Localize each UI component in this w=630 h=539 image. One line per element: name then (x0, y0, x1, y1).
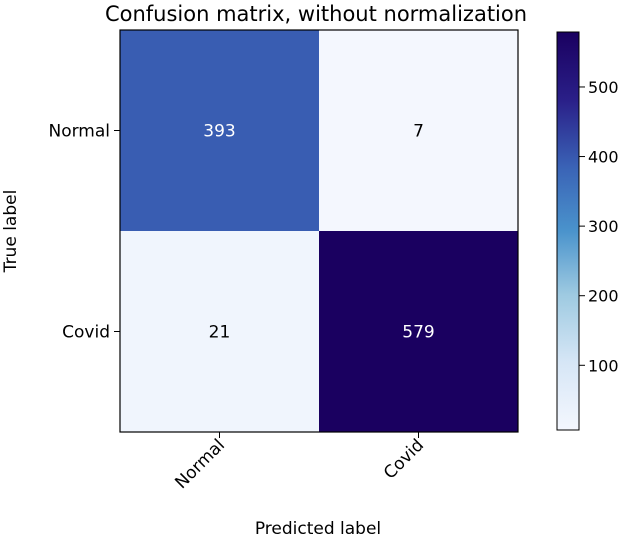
cell-normal-covid (319, 30, 518, 231)
heatmap-cells: 393 7 21 579 (120, 30, 518, 432)
cell-covid-normal (120, 231, 319, 432)
cell-value-label: 579 (402, 323, 434, 343)
chart-title: Confusion matrix, without normalization (105, 2, 527, 26)
colorbar-tick-label: 300 (588, 217, 619, 236)
cell-value-label: 21 (209, 323, 231, 343)
colorbar (556, 31, 580, 431)
x-tick-label: Normal (171, 435, 229, 493)
cell-normal-normal (120, 30, 319, 231)
x-axis-label: Predicted label (255, 519, 381, 539)
x-axis: Normal Covid (171, 432, 428, 493)
x-tick-label: Covid (380, 435, 428, 483)
y-tick-label: Normal (48, 122, 110, 142)
colorbar-tick-label: 200 (588, 287, 619, 306)
y-tick-label: Covid (62, 323, 110, 343)
cell-value-label: 393 (203, 122, 235, 142)
y-axis-label: True label (1, 190, 21, 274)
colorbar-tick-label: 400 (588, 148, 619, 167)
colorbar-tick-label: 100 (588, 356, 619, 375)
cell-covid-covid (319, 231, 518, 432)
matrix-frame (119, 29, 519, 433)
cell-value-label: 7 (413, 122, 424, 142)
y-axis: Normal Covid (48, 122, 120, 343)
colorbar-axis: 100 200 300 400 500 (579, 78, 619, 375)
colorbar-tick-label: 500 (588, 78, 619, 97)
